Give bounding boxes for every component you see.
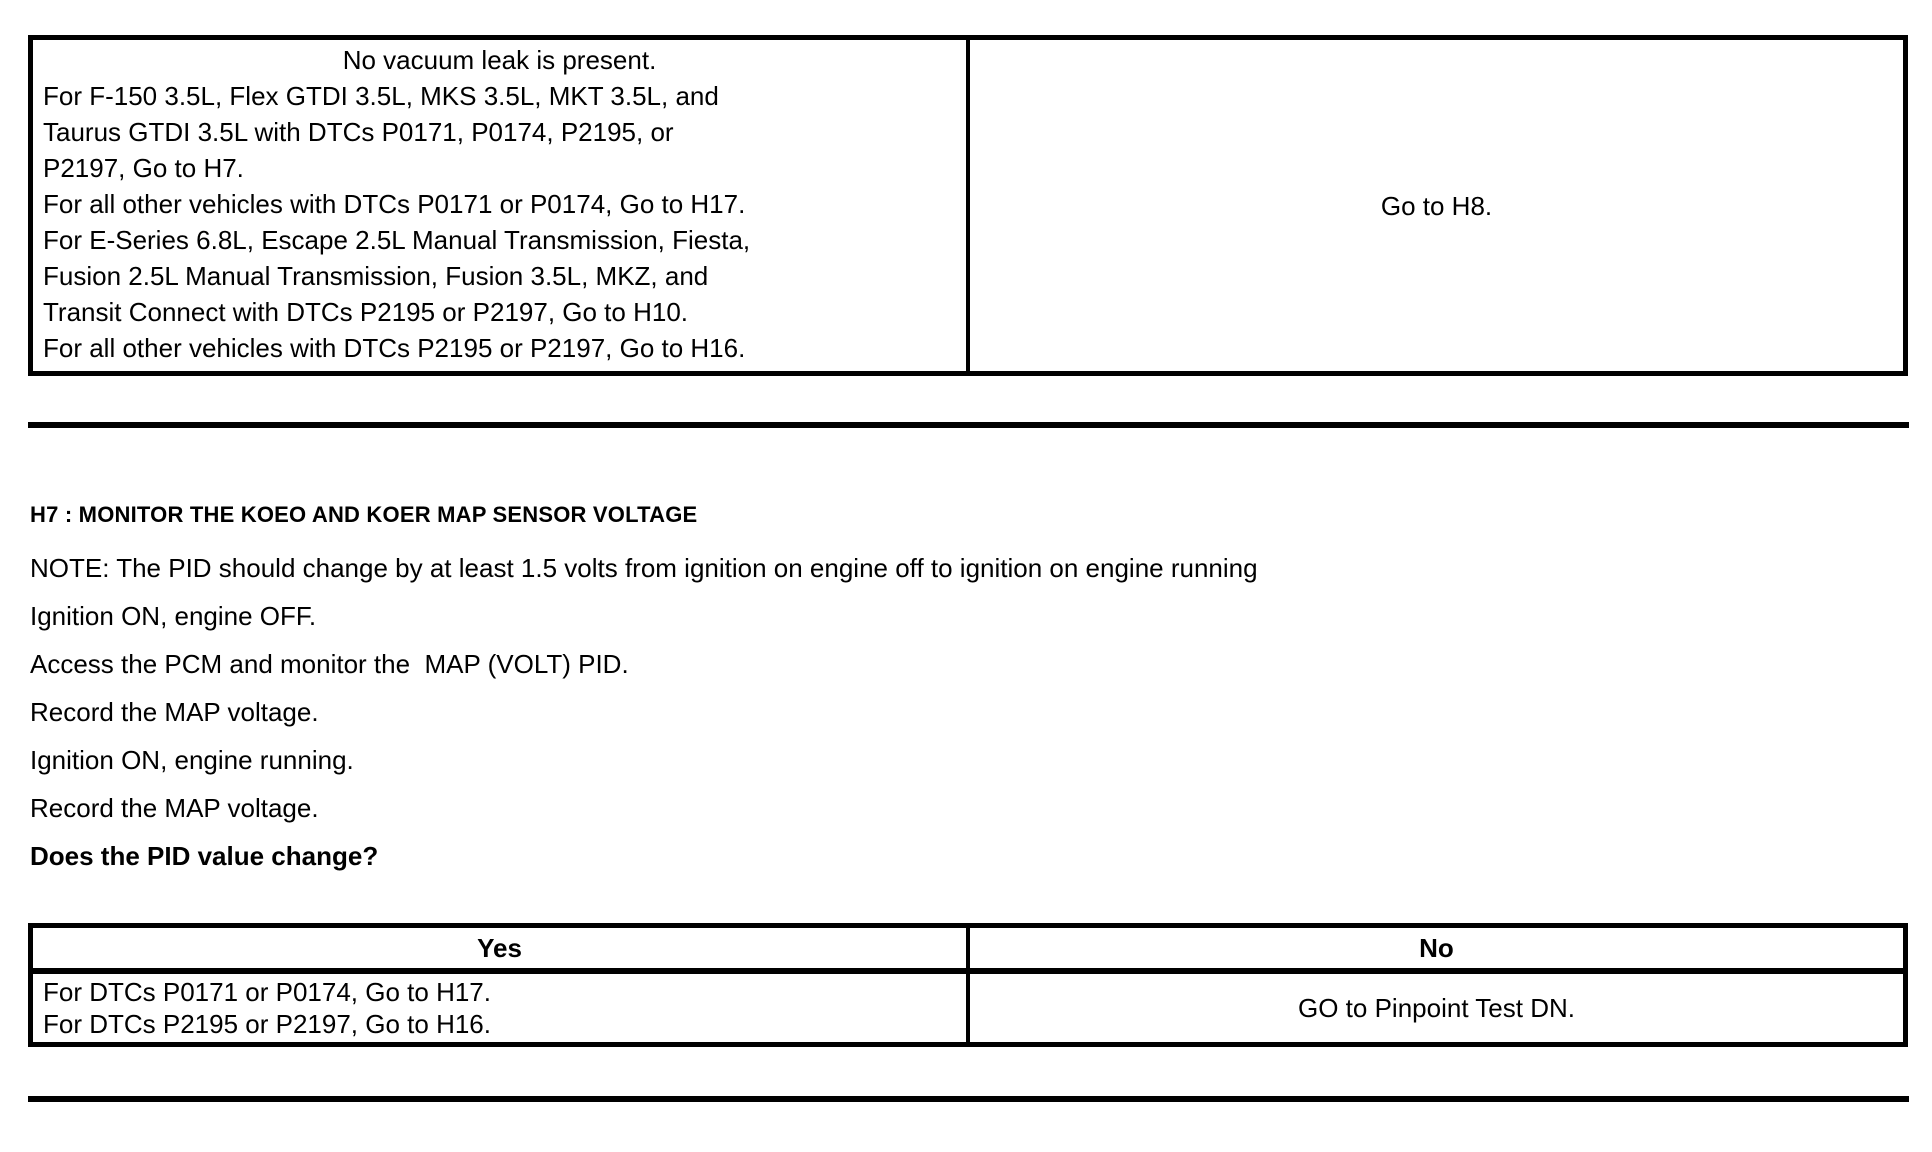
horizontal-divider-top — [28, 422, 1909, 428]
decision-action-row: For DTCs P0171 or P0174, Go to H17. For … — [28, 968, 1908, 1047]
result-text-line: For all other vehicles with DTCs P2195 o… — [43, 333, 746, 363]
decision-header-row: Yes No — [28, 923, 1908, 974]
h7-decision-table: Yes No For DTCs P0171 or P0174, Go to H1… — [28, 923, 1908, 1047]
test-step-line: Access the PCM and monitor the MAP (VOLT… — [30, 649, 629, 679]
test-step-line: Record the MAP voltage. — [30, 793, 319, 823]
yes-column-header: Yes — [28, 923, 970, 974]
previous-result-row: No vacuum leak is present. For F-150 3.5… — [28, 35, 1908, 376]
result-text-line: Transit Connect with DTCs P2195 or P2197… — [43, 297, 689, 327]
test-step-line: Ignition ON, engine OFF. — [30, 601, 317, 631]
vacuum-leak-no-result-cell: Go to H8. — [966, 35, 1908, 376]
no-action-cell: GO to Pinpoint Test DN. — [966, 968, 1908, 1047]
result-text-line: For F-150 3.5L, Flex GTDI 3.5L, MKS 3.5L… — [43, 81, 719, 111]
step-h7-heading: H7 : MONITOR THE KOEO AND KOER MAP SENSO… — [30, 502, 698, 527]
yes-action-cell: For DTCs P0171 or P0174, Go to H17. For … — [28, 968, 970, 1047]
test-step-line: Record the MAP voltage. — [30, 697, 319, 727]
result-text-line: Fusion 2.5L Manual Transmission, Fusion … — [43, 261, 709, 291]
previous-result-table: No vacuum leak is present. For F-150 3.5… — [28, 35, 1908, 376]
decision-question: Does the PID value change? — [30, 841, 379, 871]
action-line: For DTCs P0171 or P0174, Go to H17. — [43, 976, 491, 1007]
action-line: For DTCs P2195 or P2197, Go to H16. — [43, 1008, 491, 1039]
result-text-line: P2197, Go to H7. — [43, 153, 244, 183]
no-column-header: No — [966, 923, 1908, 974]
vacuum-leak-yes-result-cell: No vacuum leak is present. For F-150 3.5… — [28, 35, 970, 376]
result-text-line: For all other vehicles with DTCs P0171 o… — [43, 189, 746, 219]
result-text-line: Taurus GTDI 3.5L with DTCs P0171, P0174,… — [43, 117, 674, 147]
result-text-line: For E-Series 6.8L, Escape 2.5L Manual Tr… — [43, 225, 751, 255]
test-step-h7-section: H7 : MONITOR THE KOEO AND KOER MAP SENSO… — [30, 502, 1910, 889]
result-intro-line: No vacuum leak is present. — [342, 45, 657, 75]
note-line: NOTE: The PID should change by at least … — [30, 553, 1258, 583]
test-step-line: Ignition ON, engine running. — [30, 745, 354, 775]
horizontal-divider-bottom — [28, 1096, 1909, 1102]
